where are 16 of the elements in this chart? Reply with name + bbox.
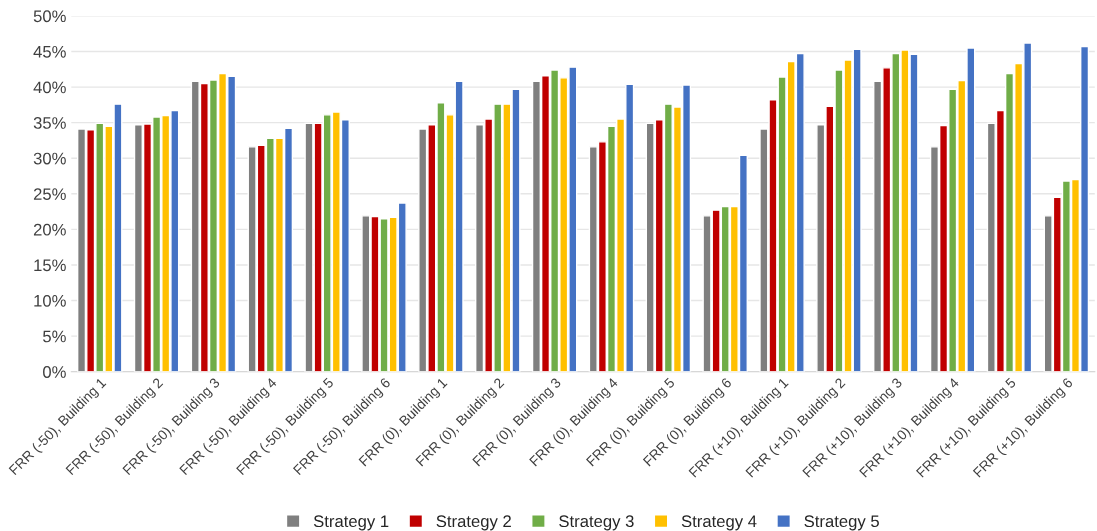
y-tick-label: 5% xyxy=(43,330,66,343)
y-tick-label: 30% xyxy=(33,152,66,165)
legend-label: Strategy 2 xyxy=(436,515,511,531)
y-tick-label: 35% xyxy=(33,117,66,129)
legend-label: Strategy 5 xyxy=(804,515,879,531)
legend-label: Strategy 4 xyxy=(681,515,757,531)
y-tick-label: 25% xyxy=(33,188,66,201)
legend-label: Strategy 3 xyxy=(559,515,634,531)
legend-label: Strategy 1 xyxy=(313,515,389,531)
y-tick-label: 20% xyxy=(33,223,66,236)
y-tick-label: 15% xyxy=(34,259,66,272)
y-tick-label: 50% xyxy=(33,10,66,23)
y-tick-label: 10% xyxy=(34,294,66,307)
y-tick-label: 45% xyxy=(33,45,66,58)
y-tick-label: 0% xyxy=(43,366,66,378)
y-tick-label: 40% xyxy=(33,81,66,94)
